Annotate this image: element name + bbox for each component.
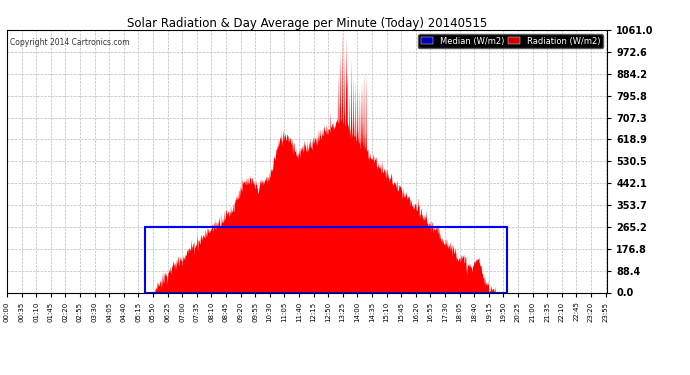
Legend: Median (W/m2), Radiation (W/m2): Median (W/m2), Radiation (W/m2) bbox=[419, 34, 603, 48]
Text: Copyright 2014 Cartronics.com: Copyright 2014 Cartronics.com bbox=[10, 38, 130, 47]
Bar bbox=[145, 227, 508, 292]
Title: Solar Radiation & Day Average per Minute (Today) 20140515: Solar Radiation & Day Average per Minute… bbox=[127, 17, 487, 30]
